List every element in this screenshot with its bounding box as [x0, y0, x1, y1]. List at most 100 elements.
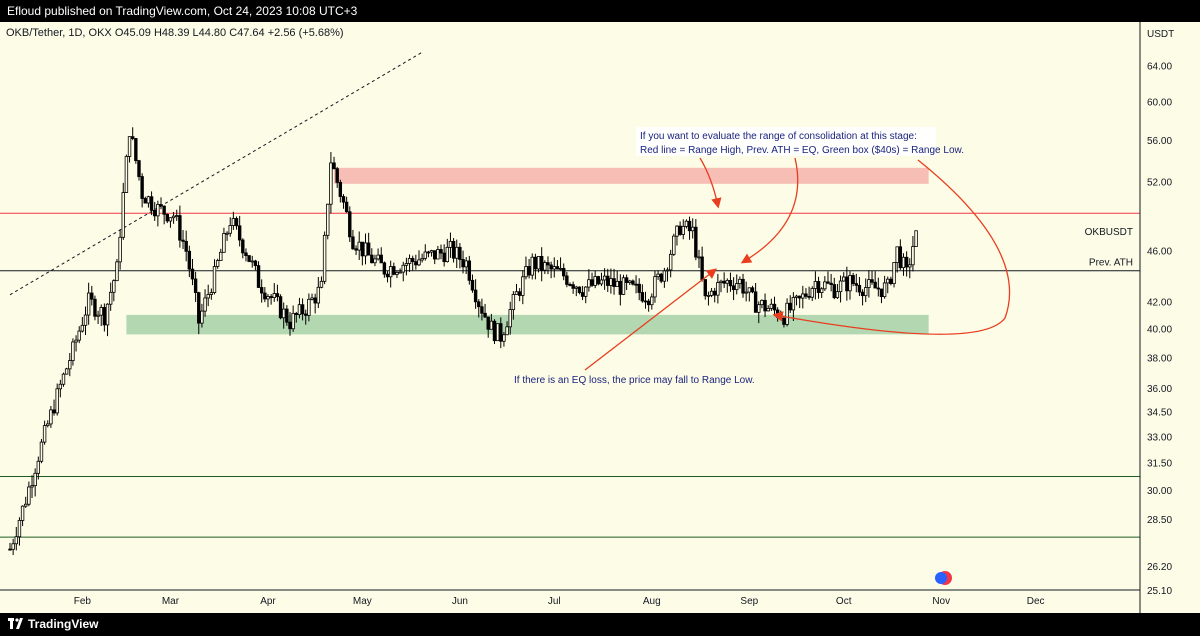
candle-body — [231, 218, 236, 226]
top-note-line: Red line = Range High, Prev. ATH = EQ, G… — [640, 145, 964, 156]
candle-body — [536, 256, 541, 270]
candle-body — [244, 252, 248, 256]
candle-body — [96, 314, 100, 317]
x-tick-label: Jul — [548, 596, 561, 607]
y-tick-label: 64.00 — [1147, 61, 1172, 72]
candle-body — [804, 293, 808, 297]
candle-body — [895, 246, 899, 263]
candle-body — [864, 287, 868, 297]
y-tick-label: 34.50 — [1147, 408, 1172, 419]
x-tick-label: Sep — [740, 596, 758, 607]
x-tick-label: Dec — [1027, 596, 1045, 607]
tradingview-logo-icon — [8, 618, 23, 629]
candle-body — [33, 472, 37, 487]
candle-body — [508, 309, 512, 328]
candle-body — [36, 460, 41, 474]
candle-body — [499, 323, 503, 342]
candle-body — [690, 226, 695, 232]
candle-body — [782, 317, 786, 325]
green_box-zone — [126, 314, 929, 335]
candle-body — [294, 312, 298, 316]
candle-body — [335, 168, 339, 183]
candle-body — [178, 215, 182, 241]
candle-body — [524, 266, 528, 278]
candle-body — [319, 280, 324, 288]
candle-body — [395, 271, 399, 275]
candle-body — [310, 297, 314, 300]
candle-body — [461, 259, 465, 268]
annotation-arrow — [584, 268, 718, 371]
y-tick-label: 46.00 — [1147, 246, 1172, 257]
y-tick-label: 26.20 — [1147, 562, 1172, 573]
candle-body — [407, 258, 412, 264]
candle-body — [159, 204, 163, 207]
candle-body — [241, 239, 245, 254]
candle-body — [423, 251, 427, 259]
candle-body — [250, 260, 254, 263]
y-tick-label: 52.00 — [1147, 178, 1172, 189]
annotations-layer: If you want to evaluate the range of con… — [514, 127, 964, 386]
candle-body — [137, 160, 141, 177]
candle-body — [168, 217, 173, 222]
candle-body — [634, 283, 638, 286]
candle-body — [477, 301, 481, 308]
publisher-bar: Efloud published on TradingView.com, Oct… — [0, 0, 1200, 22]
candle-body — [80, 324, 85, 332]
candle-body — [71, 341, 75, 361]
candle-body — [650, 296, 654, 306]
candle-body — [93, 298, 97, 317]
candle-body — [502, 334, 506, 342]
x-tick-label: Apr — [260, 596, 276, 607]
candle-body — [794, 295, 799, 298]
candle-body — [146, 196, 151, 204]
candle-body — [275, 293, 280, 298]
candle-body — [379, 254, 383, 264]
candle-body — [813, 281, 818, 289]
candle-body — [775, 309, 780, 318]
candle-body — [697, 256, 701, 259]
candle-body — [558, 267, 563, 270]
chart-area[interactable]: 49.1544.36Prev. ATH30.7327.58OKBUSDT47.6… — [0, 22, 1200, 613]
trendline-layer — [9, 51, 423, 296]
candle-body — [102, 307, 107, 326]
candle-body — [433, 250, 437, 260]
zones-layer — [126, 167, 929, 335]
candle-body — [24, 503, 28, 507]
candle-body — [439, 249, 443, 254]
candle-body — [703, 279, 707, 297]
candle-body — [549, 264, 553, 270]
candle-body — [904, 256, 909, 268]
candle-body — [593, 276, 597, 286]
candle-body — [574, 286, 578, 289]
candle-body — [282, 308, 286, 319]
candle-body — [606, 275, 610, 286]
x-tick-label: Oct — [836, 596, 852, 607]
candle-body — [68, 360, 72, 370]
candle-body — [719, 280, 723, 283]
price-chart[interactable]: 49.1544.36Prev. ATH30.7327.58OKBUSDT47.6… — [0, 22, 1200, 613]
candle-body — [401, 264, 405, 273]
candle-body — [193, 278, 198, 294]
candle-body — [322, 234, 327, 282]
candle-body — [14, 536, 18, 545]
candle-body — [722, 280, 726, 284]
red_box-zone — [334, 167, 929, 184]
y-tick-label: 31.50 — [1147, 459, 1172, 470]
arrows-layer — [584, 157, 1011, 371]
top-note-line: If you want to evaluate the range of con… — [640, 131, 917, 142]
candle-body — [414, 261, 418, 266]
annotation-arrow — [740, 157, 799, 264]
candle-body — [615, 280, 619, 287]
candle-body — [609, 278, 613, 286]
candle-body — [596, 276, 601, 285]
candle-body — [266, 296, 270, 300]
candle-body — [706, 295, 711, 297]
candle-body — [791, 296, 796, 311]
prev_ath-text: Prev. ATH — [1089, 258, 1133, 269]
candle-body — [713, 290, 717, 296]
candle-body — [370, 254, 374, 264]
candle-body — [181, 239, 185, 242]
candle-body — [112, 280, 116, 293]
candle-body — [156, 204, 160, 217]
candle-body — [646, 300, 651, 306]
